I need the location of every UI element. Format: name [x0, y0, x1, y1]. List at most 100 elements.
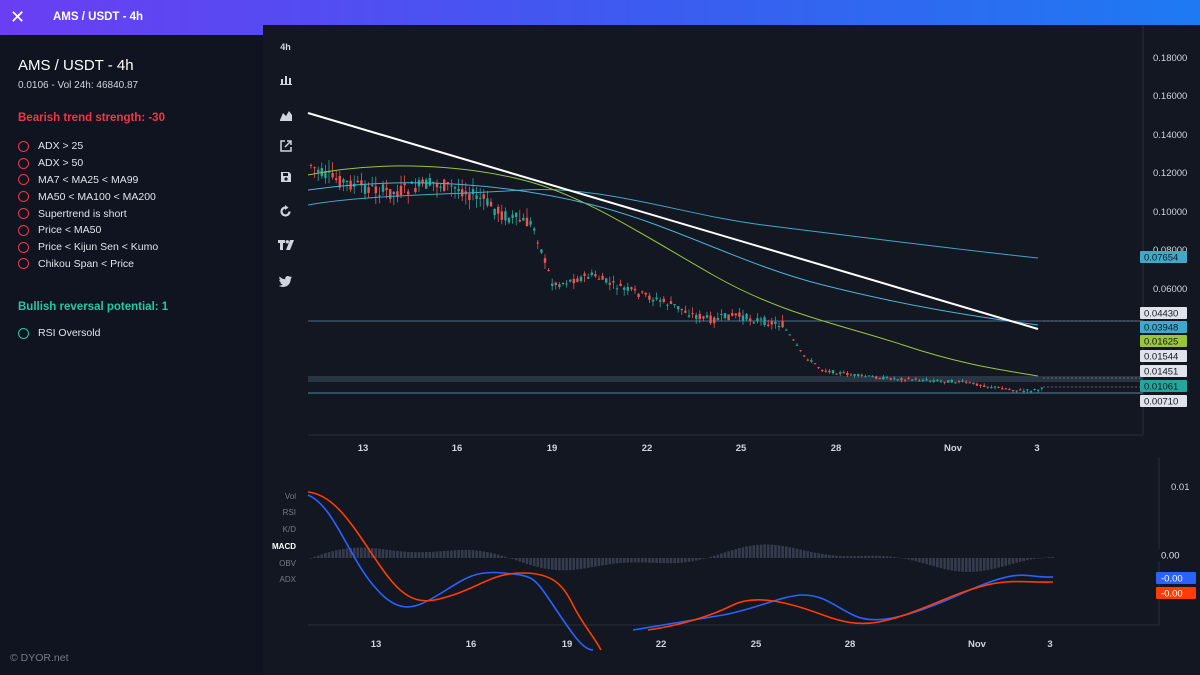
macd-histogram-bar [608, 558, 612, 565]
close-icon[interactable]: ✕ [9, 7, 26, 27]
candle [785, 329, 788, 331]
macd-histogram-bar [410, 552, 414, 558]
list-item: MA50 < MA100 < MA200 [18, 188, 158, 205]
pair-title: AMS / USDT - 4h [18, 57, 134, 74]
time-tick-label: 28 [831, 443, 842, 454]
candle [767, 324, 770, 326]
macd-histogram-bar [702, 558, 705, 559]
macd-histogram-bar [673, 558, 676, 564]
macd-badge [1156, 549, 1196, 561]
macd-histogram-bar [867, 555, 871, 558]
candle [867, 375, 871, 377]
candle [723, 313, 727, 319]
macd-histogram-bar [727, 551, 730, 558]
candle [795, 344, 799, 346]
macd-histogram-bar [820, 553, 824, 558]
candle [587, 277, 590, 279]
candle [849, 374, 853, 376]
sad-face-icon [18, 191, 29, 203]
macd-histogram-bar [824, 554, 828, 558]
candle [641, 291, 644, 293]
macd-histogram-bar [622, 558, 626, 563]
candle [821, 370, 824, 372]
macd-histogram-bar [943, 558, 946, 570]
timeframe-button[interactable]: 4h [280, 42, 291, 52]
macd-line [307, 494, 1054, 651]
candle [900, 378, 903, 381]
macd-histogram-bar [442, 550, 446, 558]
macd-histogram-bar [320, 554, 324, 558]
candle [1011, 390, 1015, 392]
candle [342, 179, 345, 183]
candle [356, 180, 359, 183]
candle [1008, 389, 1011, 391]
candle [511, 214, 514, 218]
twitter-icon[interactable] [263, 276, 308, 290]
candle [450, 185, 453, 187]
copyright-icon: © [10, 652, 18, 664]
candle [824, 370, 827, 372]
macd-histogram-bar [666, 558, 669, 564]
macd-histogram-bar [946, 558, 950, 570]
price-badge-label: 0.07654 [1144, 253, 1178, 264]
candle [425, 179, 428, 189]
candle [443, 179, 446, 191]
tab-obv[interactable]: OBV [279, 559, 296, 568]
candle [529, 221, 532, 225]
macd-histogram-bar [907, 558, 910, 560]
candle [374, 186, 377, 194]
macd-histogram-bar [964, 558, 968, 572]
candle [914, 378, 917, 380]
list-item: MA7 < MA25 < MA99 [18, 172, 158, 189]
price-badge-label: 0.01544 [1144, 352, 1178, 363]
time-tick-label: 25 [736, 443, 747, 454]
macd-histogram-bar [774, 544, 777, 558]
price-chart[interactable]: 0.18000 0.16000 0.14000 0.12000 0.10000 0.080… [263, 25, 1200, 675]
candle [907, 377, 910, 379]
macd-histogram-bar [525, 558, 529, 564]
tab-rsi[interactable]: RSI [282, 508, 296, 517]
macd-histogram-bar [612, 558, 615, 564]
macd-histogram-bar [838, 555, 842, 558]
macd-histogram-bar [327, 552, 331, 558]
support-zone [308, 376, 1143, 382]
macd-time-tick-label: 25 [751, 639, 762, 650]
tab-adx[interactable]: ADX [279, 575, 296, 584]
candle [695, 315, 698, 319]
candle [749, 318, 752, 321]
macd-histogram-bar [806, 551, 810, 558]
macd-histogram-bar [705, 557, 709, 559]
macd-histogram-bar [878, 555, 882, 558]
candle [853, 374, 856, 376]
bar-chart-icon[interactable] [263, 73, 308, 88]
candle [788, 334, 791, 336]
time-tick-label: 3 [1034, 443, 1039, 454]
macd-histogram-bar [968, 558, 972, 572]
tradingview-icon[interactable] [263, 239, 308, 253]
refresh-icon[interactable] [263, 205, 308, 221]
candle [734, 313, 737, 316]
tab-vol[interactable]: Vol [284, 492, 296, 501]
candle [709, 315, 712, 324]
macd-histogram-bar [864, 555, 867, 558]
macd-histogram-bar [932, 558, 936, 567]
save-icon[interactable] [263, 171, 308, 186]
area-chart-icon[interactable] [263, 109, 308, 124]
macd-histogram-bar [730, 550, 734, 558]
candle [875, 376, 878, 379]
candle [983, 385, 986, 387]
macd-time-tick-label: 3 [1047, 639, 1052, 650]
macd-histogram-bar [982, 558, 986, 571]
candle [972, 382, 975, 385]
footer-logo[interactable]: © DYOR.net [10, 652, 69, 664]
macd-histogram-bar [698, 558, 702, 560]
price-badge-label: 0.00710 [1144, 397, 1178, 408]
candle [403, 183, 406, 186]
candle [1026, 389, 1029, 391]
candle [759, 318, 763, 320]
candle [543, 258, 547, 263]
tab-kd[interactable]: K/D [282, 525, 296, 534]
external-link-icon[interactable] [263, 140, 308, 155]
macd-histogram-bar [597, 558, 601, 566]
tab-macd[interactable]: MACD [272, 542, 296, 551]
